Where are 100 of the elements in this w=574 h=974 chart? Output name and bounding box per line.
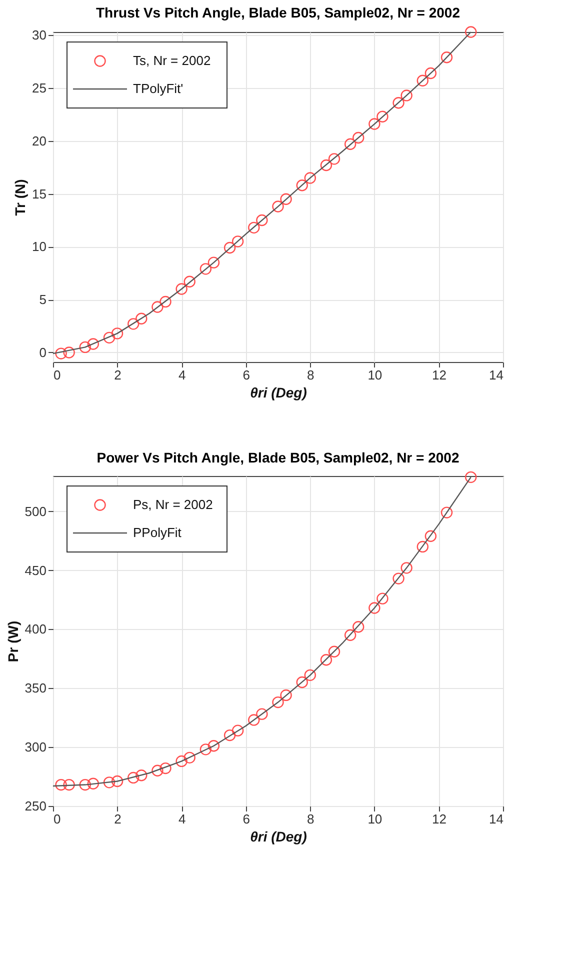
point [400,562,412,574]
point [392,572,404,584]
legend-label: Ts, Nr = 2002 [133,53,211,68]
point [248,222,260,234]
point [152,764,164,776]
x-tick-label: 4 [178,368,186,382]
x-tick-label: 10 [368,368,382,382]
point [136,312,148,324]
point [103,776,116,788]
point [79,341,91,354]
point [224,242,236,254]
point [87,338,100,350]
point [400,90,412,102]
legend-label: Ps, Nr = 2002 [133,497,213,512]
y-tick-label: 10 [32,239,46,254]
y-axis-title: Pr (W) [4,620,21,662]
point [256,214,268,226]
point [128,772,140,784]
y-tick-label: 300 [24,740,46,755]
point [152,301,164,313]
point [63,346,75,358]
x-axis-title: θri (Deg) [250,384,308,400]
point [87,778,100,790]
x-tick-label: 12 [432,812,446,826]
point [160,296,172,308]
point [352,621,364,633]
point [111,775,124,788]
legend-label: TPolyFit' [133,81,184,96]
point [376,592,388,604]
point [352,132,364,144]
x-tick-label: 12 [432,368,446,382]
y-tick-label: 25 [32,80,46,96]
y-tick-label: 5 [39,292,46,308]
point [248,714,260,726]
point [63,778,75,791]
point [424,530,437,542]
line-series [52,476,472,787]
y-tick-label: 15 [32,186,46,202]
x-tick-label: 14 [489,812,504,826]
y-tick-label: 20 [32,133,46,148]
point [200,263,212,275]
point [208,740,220,752]
line-series [52,31,472,354]
point [184,752,196,764]
point [416,540,428,553]
point [280,689,292,702]
point [328,646,340,658]
legend-label: PPolyFit [133,525,182,540]
point [424,67,437,80]
x-tick-label: 0 [54,368,61,382]
point [128,318,140,330]
point [79,778,91,791]
point [376,110,388,122]
point [224,729,236,742]
y-tick-label: 0 [39,344,46,360]
point [368,118,380,130]
point [136,770,148,782]
point [272,696,284,708]
x-tick-label: 8 [307,368,314,382]
point [184,276,196,288]
x-axis-title: θri (Deg) [250,828,308,844]
point [176,283,188,295]
x-tick-label: 6 [242,812,250,826]
point [200,744,212,756]
point [103,332,116,344]
point [160,762,172,774]
point [368,602,380,614]
point [304,669,316,682]
point [465,471,477,484]
point [320,654,332,666]
y-tick-label: 30 [32,28,46,43]
x-tick-label: 4 [178,812,186,826]
y-axis-title: Tr (N) [12,179,28,216]
point [344,629,356,641]
chart-title: Thrust Vs Pitch Angle, Blade B05, Sample02, Nr = 2002 [96,4,460,20]
chart-title: Power Vs Pitch Angle, Blade B05, Sample02, Nr = 2002 [96,450,460,466]
point [328,153,340,165]
y-tick-label: 350 [24,680,46,696]
point [344,138,356,150]
x-tick-label: 2 [114,368,122,382]
x-tick-label: 6 [242,368,250,382]
point [55,348,67,360]
point [280,193,292,205]
point [272,200,284,212]
point [416,74,428,86]
point [440,506,453,518]
point [232,724,244,736]
y-tick-label: 250 [24,798,46,814]
point [256,708,268,720]
x-tick-label: 8 [307,812,314,826]
y-tick-label: 450 [24,562,46,578]
point [208,256,220,268]
point [232,236,244,248]
point [304,172,316,184]
point [111,328,124,340]
point [296,180,308,192]
x-tick-label: 14 [489,368,504,382]
point [55,778,67,791]
x-tick-label: 2 [114,812,122,826]
point [176,755,188,768]
